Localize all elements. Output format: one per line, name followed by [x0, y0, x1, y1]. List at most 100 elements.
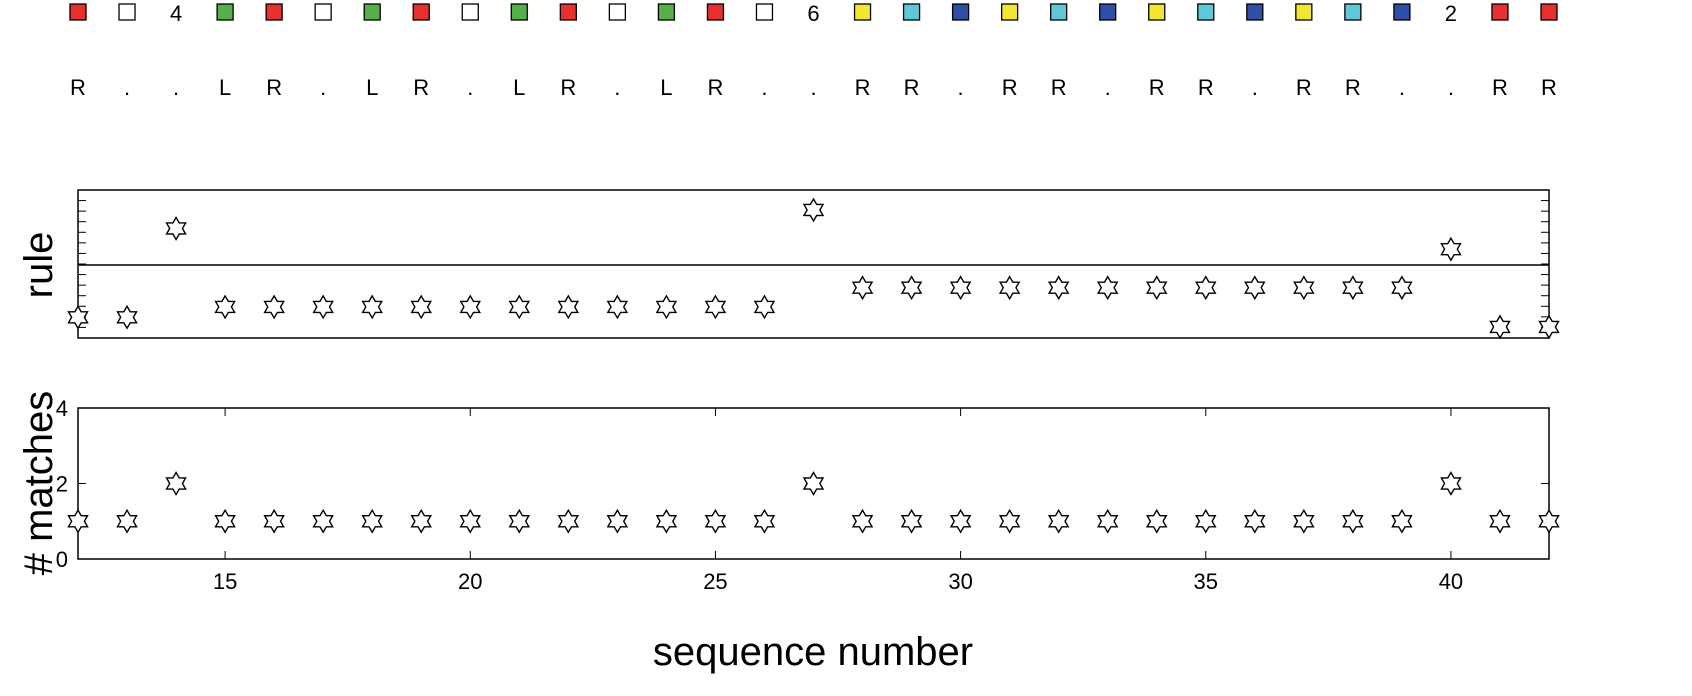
sequence-square — [1197, 3, 1215, 21]
rule-point — [1096, 275, 1119, 301]
rule-point — [1538, 314, 1560, 340]
matches-point — [655, 508, 678, 534]
sequence-square — [1491, 3, 1509, 21]
rule-point — [361, 294, 383, 320]
rule-panel: rule — [17, 189, 1560, 340]
direction-row: R.. L R. L R. L R. L R.. R R. R R. R R. R R.. R R — [70, 75, 1557, 100]
rule-point — [1342, 275, 1364, 301]
sequence-count: 6 — [807, 1, 819, 26]
rule-point — [67, 304, 89, 330]
rule-point — [753, 294, 776, 320]
rule-point — [116, 304, 138, 330]
direction-label: R — [413, 75, 429, 100]
direction-label: . — [810, 75, 816, 100]
sequence-square — [1050, 3, 1068, 21]
direction-label: . — [124, 75, 130, 100]
sequence-square — [1393, 3, 1411, 21]
matches-point — [1096, 508, 1119, 534]
rule-point — [508, 294, 531, 320]
matches-point — [606, 508, 629, 534]
sequence-square — [69, 3, 87, 21]
matches-point — [1293, 508, 1315, 534]
rule-point — [949, 275, 972, 301]
direction-label: . — [1252, 75, 1258, 100]
rule-point — [557, 294, 580, 320]
matches-point — [1244, 508, 1266, 534]
sequence-square — [118, 3, 136, 21]
rule-point — [214, 294, 236, 320]
direction-label: R — [1296, 75, 1312, 100]
matches-x-axis: 15 20 25 30 35 40 — [213, 408, 1463, 594]
y-tick-label: 2 — [56, 472, 68, 497]
sequence-square — [510, 3, 528, 21]
direction-label: . — [1105, 75, 1111, 100]
matches-point — [1538, 508, 1560, 534]
matches-point — [1440, 471, 1462, 496]
matches-y-axis: 0 2 4 — [56, 396, 1549, 572]
matches-point — [998, 508, 1021, 534]
matches-point — [67, 508, 89, 534]
x-tick-label: 30 — [948, 569, 972, 594]
x-tick-label: 40 — [1439, 569, 1463, 594]
matches-point — [557, 508, 580, 534]
matches-point — [1047, 508, 1070, 534]
matches-point — [1195, 508, 1217, 534]
direction-label: . — [958, 75, 964, 100]
matches-point — [459, 508, 481, 534]
matches-point — [704, 508, 727, 534]
direction-label: R — [1149, 75, 1165, 100]
sequence-square — [461, 3, 479, 21]
direction-label: R — [1541, 75, 1557, 100]
rule-point — [704, 294, 727, 320]
rule-point — [410, 294, 432, 320]
matches-xlabel: sequence number — [653, 630, 973, 674]
matches-point — [410, 508, 432, 534]
rule-point — [802, 197, 825, 223]
rule-point — [1195, 275, 1217, 301]
matches-point — [116, 508, 138, 534]
sequence-square — [1099, 3, 1117, 21]
direction-label: R — [855, 75, 871, 100]
rule-point — [459, 294, 481, 320]
sequence-row: 4 6 2 — [69, 1, 1558, 26]
matches-point — [1391, 508, 1413, 534]
direction-label: . — [320, 75, 326, 100]
rule-point — [1440, 236, 1462, 262]
rule-point — [851, 275, 874, 301]
sequence-square — [412, 3, 430, 21]
sequence-count: 4 — [170, 1, 182, 26]
matches-point — [1489, 508, 1511, 534]
sequence-square — [853, 3, 872, 21]
matches-point — [361, 508, 383, 534]
rule-point — [165, 216, 187, 241]
sequence-square — [608, 3, 627, 21]
sequence-square — [1000, 3, 1019, 21]
direction-label: R — [1345, 75, 1361, 100]
x-tick-label: 35 — [1194, 569, 1218, 594]
matches-point — [851, 508, 874, 534]
direction-label: L — [219, 75, 231, 100]
direction-label: R — [1002, 75, 1018, 100]
direction-label: L — [366, 75, 378, 100]
direction-label: R — [1492, 75, 1508, 100]
direction-label: . — [1399, 75, 1405, 100]
sequence-square — [951, 3, 970, 21]
direction-label: L — [513, 75, 525, 100]
matches-point — [214, 508, 236, 534]
rule-point — [900, 275, 923, 301]
matches-point — [263, 508, 285, 534]
sequence-square — [1295, 3, 1313, 21]
rule-point — [1293, 275, 1315, 301]
rule-point — [1146, 275, 1168, 301]
direction-label: R — [904, 75, 920, 100]
matches-point — [949, 508, 972, 534]
rule-point — [606, 294, 629, 320]
sequence-square — [314, 3, 332, 21]
rule-point — [1047, 275, 1070, 301]
matches-point — [165, 471, 187, 496]
matches-panel: 15 20 25 30 35 40 0 2 4 # matches sequence numb… — [17, 391, 1560, 674]
sequence-square — [706, 3, 725, 21]
sequence-count: 2 — [1445, 1, 1457, 26]
rule-points — [67, 197, 1560, 340]
